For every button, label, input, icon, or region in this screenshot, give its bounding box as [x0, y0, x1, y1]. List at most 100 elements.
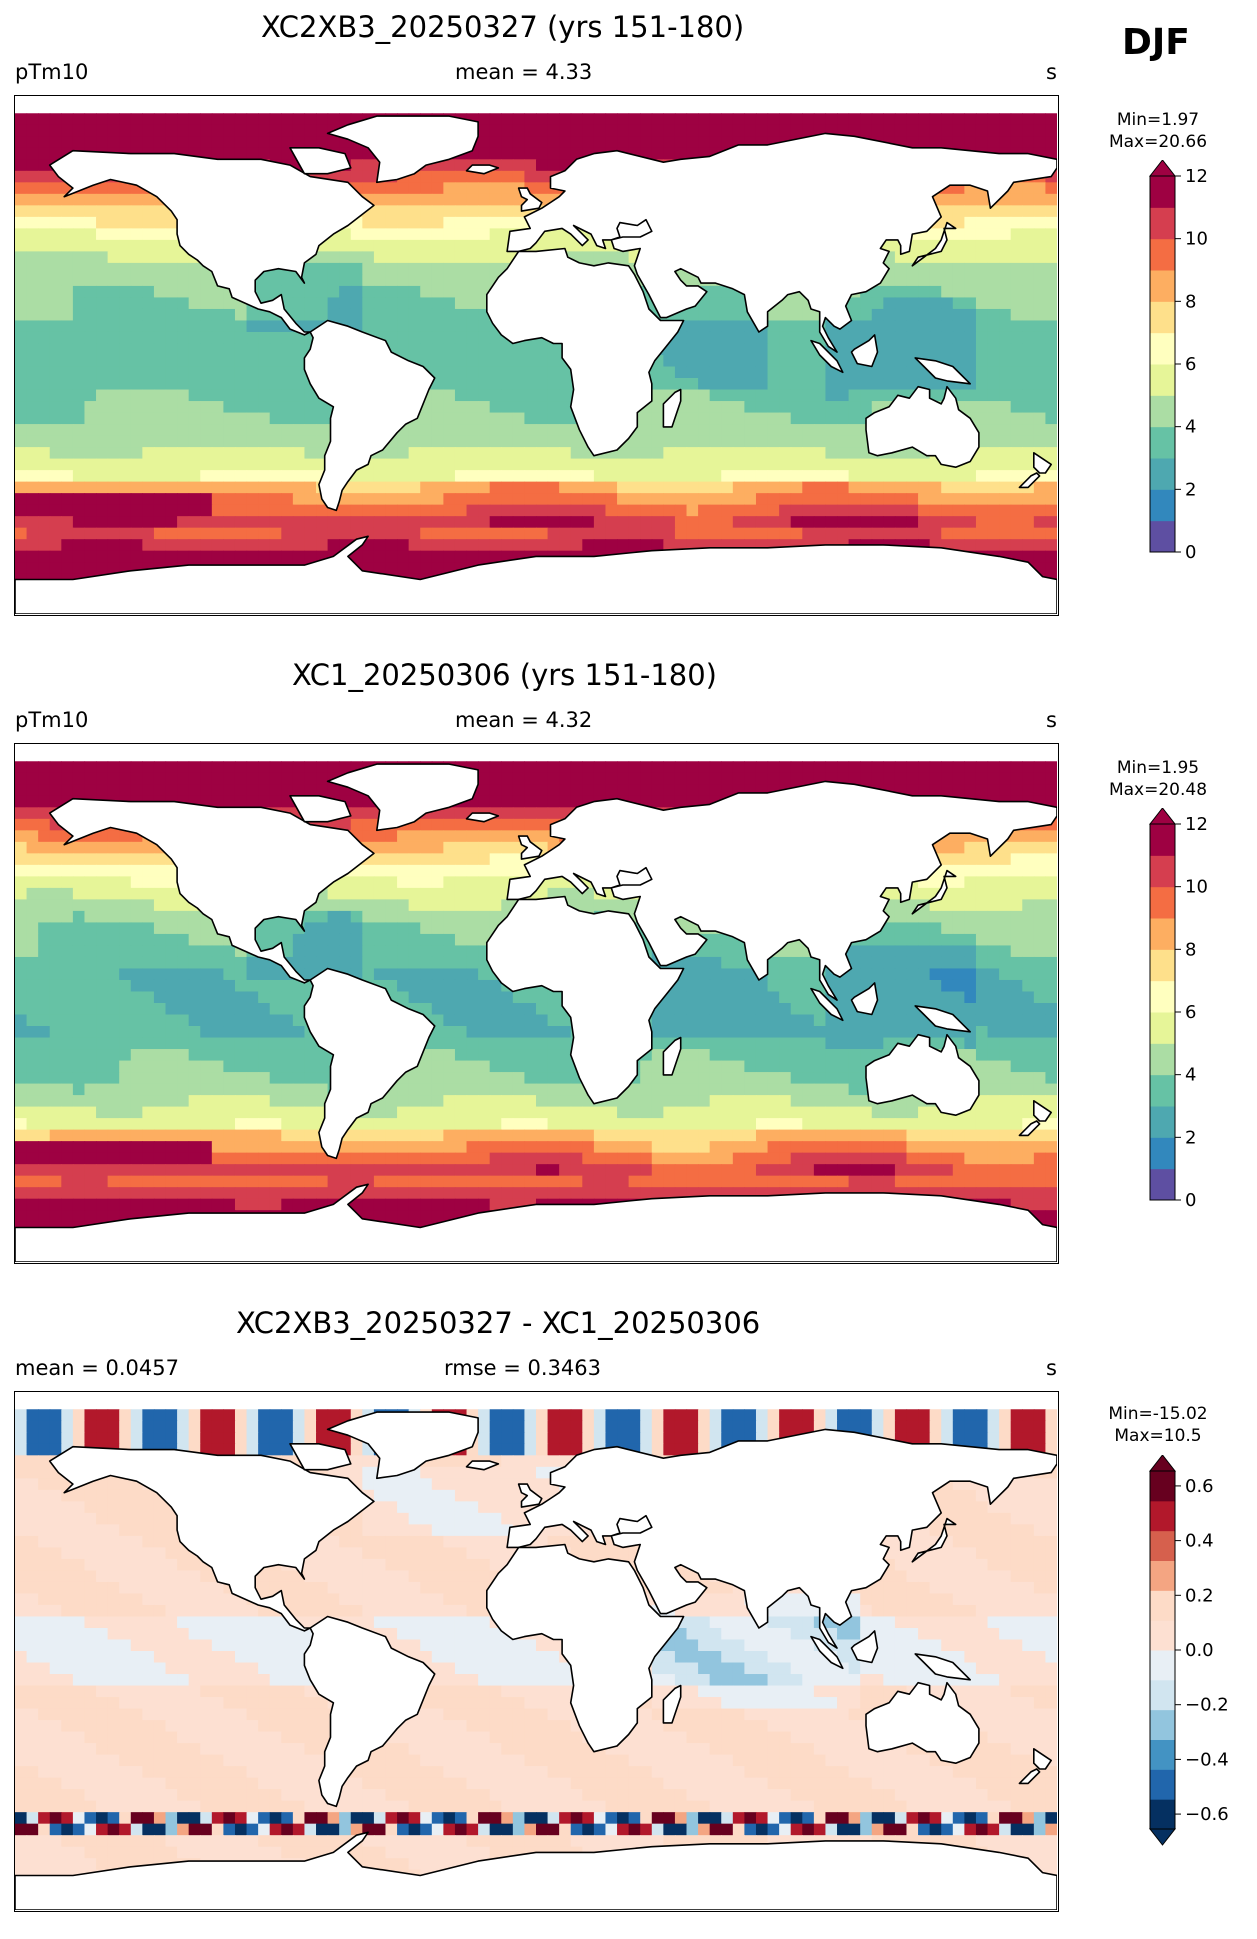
landmass-south-america — [303, 319, 436, 512]
colorbar-swatch — [1150, 1679, 1175, 1711]
colorbar-swatch — [1150, 489, 1175, 522]
max-value: Max=20.66 — [1108, 132, 1208, 152]
colorbar-swatch — [1150, 426, 1175, 459]
landmass-australia — [865, 1681, 980, 1765]
colorbar-swatch — [1150, 238, 1175, 271]
colorbar-swatch — [1150, 1106, 1175, 1138]
max-value: Max=10.5 — [1114, 1426, 1202, 1446]
landmass-eurasia — [506, 780, 1057, 1001]
colorbar-swatch — [1150, 1530, 1175, 1561]
season-label: DJF — [1122, 22, 1190, 63]
colorbar-tick-label: 6 — [1185, 354, 1196, 375]
landmass-baffin — [289, 794, 352, 823]
max-value: Max=20.48 — [1108, 780, 1208, 800]
colorbar-swatch — [1150, 1769, 1175, 1800]
landmass-north-america — [48, 797, 375, 984]
colorbar: −0.6 −0.4 −0.2 0.0 0.2 0.4 0.6 — [1148, 1455, 1229, 1846]
min-value: Min=1.97 — [1116, 110, 1200, 130]
landmass-sumatra — [810, 339, 844, 374]
colorbar-swatch — [1150, 364, 1175, 396]
colorbar-swatch — [1150, 1012, 1175, 1044]
landmass-uk — [517, 835, 543, 860]
colorbar-tick-label: 10 — [1185, 229, 1208, 250]
mean-label: mean = 4.32 — [455, 708, 593, 732]
map-plot — [14, 743, 1059, 1264]
landmass-new-guinea — [914, 1005, 972, 1033]
variable-label: pTm10 — [15, 708, 89, 732]
landmass-antarctica — [15, 1183, 1057, 1262]
colorbar-swatch — [1150, 855, 1175, 888]
panel-title: XC2XB3_20250327 (yrs 151-180) — [261, 10, 745, 44]
landmass-japan — [911, 221, 957, 267]
colorbar-swatch — [1150, 886, 1175, 919]
colorbar-swatch — [1150, 1560, 1175, 1591]
landmass-baffin — [289, 1442, 352, 1471]
colorbar-extend-max — [1148, 1455, 1177, 1472]
colorbar-swatch — [1150, 1739, 1175, 1770]
landmass-uk — [517, 187, 543, 212]
landmass-new-zealand-south — [1018, 1120, 1041, 1137]
colorbar-tick-label: 10 — [1185, 877, 1208, 898]
landmass-australia — [865, 385, 980, 469]
colorbar-swatch — [1150, 1500, 1175, 1532]
colorbar-swatch — [1150, 1650, 1175, 1681]
landmass-new-zealand — [1032, 451, 1052, 474]
colorbar-swatch — [1150, 458, 1175, 490]
landmass-new-zealand — [1032, 1099, 1052, 1122]
colorbar-tick-label: 2 — [1185, 1127, 1196, 1148]
colorbar-tick-label: 8 — [1185, 291, 1196, 312]
landmass-iceland — [465, 812, 500, 823]
landmass-madagascar — [662, 1036, 682, 1076]
units-label: s — [1046, 1356, 1057, 1380]
colorbar-swatch — [1150, 1590, 1175, 1621]
landmass-japan — [911, 1517, 957, 1563]
ocean-field — [15, 113, 1057, 586]
landmass-antarctica — [15, 1831, 1057, 1910]
landmass-antarctica — [15, 535, 1057, 614]
landmass-eurasia — [506, 1428, 1057, 1649]
colorbar-swatch — [1150, 949, 1175, 982]
landmass-eurasia — [506, 132, 1057, 353]
panel-title: XC1_20250306 (yrs 151-180) — [292, 658, 717, 692]
colorbar-tick-label: 8 — [1185, 939, 1196, 960]
colorbar-tick-label: 4 — [1185, 1065, 1196, 1086]
colorbar-swatch — [1150, 301, 1175, 334]
colorbar-tick-label: 12 — [1185, 166, 1208, 187]
landmass-japan — [911, 869, 957, 915]
landmass-south-america — [303, 1615, 436, 1808]
colorbar-tick-label: −0.2 — [1185, 1695, 1229, 1716]
colorbar-tick-label: 4 — [1185, 417, 1196, 438]
landmass-africa — [485, 247, 685, 457]
colorbar-swatch — [1150, 980, 1175, 1013]
landmass-new-zealand-south — [1018, 472, 1041, 489]
colorbar-swatch — [1150, 918, 1175, 950]
min-value: Min=1.95 — [1116, 758, 1200, 778]
colorbar-swatch — [1150, 1043, 1175, 1076]
landmass-iceland — [465, 1460, 500, 1471]
colorbar-swatch — [1150, 1168, 1175, 1201]
landmass-baffin — [289, 146, 352, 175]
colorbar-swatch — [1150, 176, 1175, 208]
landmass-north-america — [48, 1445, 375, 1632]
landmass-uk — [517, 1483, 543, 1508]
mean-label: mean = 4.33 — [455, 60, 593, 84]
colorbar-swatch — [1150, 332, 1175, 365]
colorbar-tick-label: 0.0 — [1185, 1640, 1214, 1661]
colorbar-tick-label: −0.6 — [1185, 1804, 1229, 1825]
landmass-borneo — [850, 1630, 879, 1664]
colorbar-tick-label: −0.4 — [1185, 1749, 1229, 1770]
landmass-greenland — [326, 1411, 479, 1480]
colorbar-swatch — [1150, 1620, 1175, 1651]
mean-label: mean = 0.0457 — [15, 1356, 179, 1380]
colorbar-swatch — [1150, 824, 1175, 856]
panel-title: XC2XB3_20250327 - XC1_20250306 — [236, 1306, 761, 1340]
colorbar-swatch — [1150, 1799, 1175, 1830]
landmass-new-zealand — [1032, 1747, 1052, 1770]
colorbar-extend-min — [1148, 1828, 1177, 1846]
units-label: s — [1046, 60, 1057, 84]
colorbar-swatch — [1150, 207, 1175, 240]
landmass-africa — [485, 1543, 685, 1753]
landmass-greenland — [326, 115, 479, 184]
landmass-iceland — [465, 164, 500, 175]
landmass-sumatra — [810, 1635, 844, 1670]
